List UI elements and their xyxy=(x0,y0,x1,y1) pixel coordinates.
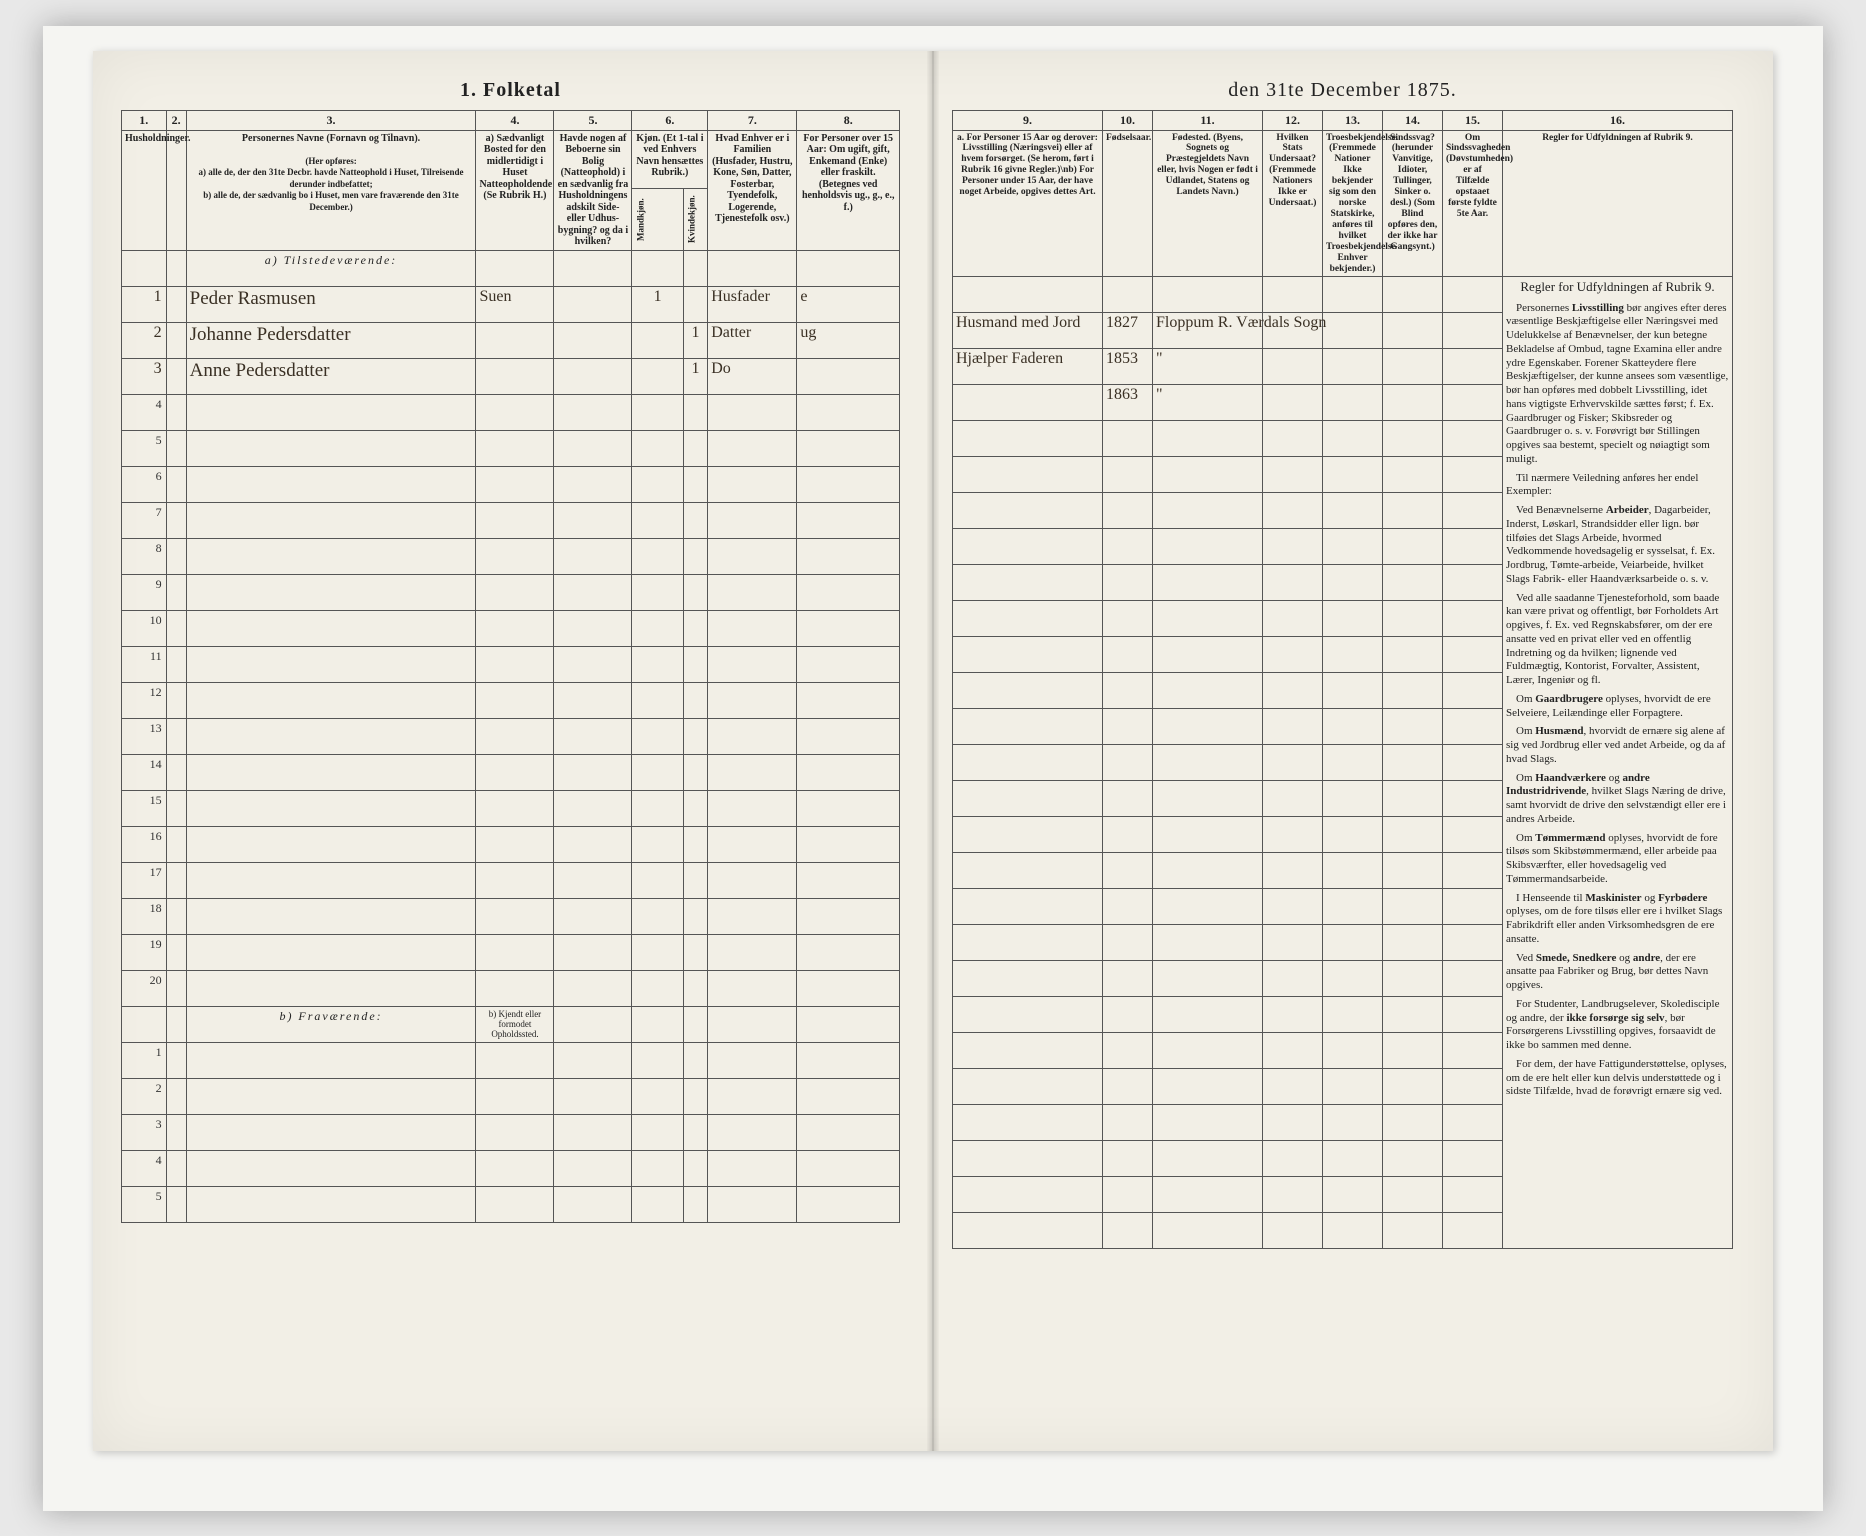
rules-paragraph: Personernes Livsstilling bør angives eft… xyxy=(1506,302,1729,467)
page-title-left: 1. Folketal xyxy=(121,79,900,102)
table-row: 7 xyxy=(122,502,900,538)
rules-paragraph: Ved alle saadanne Tjenesteforhold, som b… xyxy=(1506,592,1729,688)
colnum-13: 13. xyxy=(1323,110,1383,130)
colnum-14: 14. xyxy=(1383,110,1443,130)
head-1: Husholdninger. xyxy=(122,130,167,250)
table-row: a) Tilstedeværende: xyxy=(122,250,900,286)
rules-paragraph: Om Husmænd, hvorvidt de ernære sig alene… xyxy=(1506,725,1729,766)
table-row: 19 xyxy=(122,934,900,970)
table-row: 5 xyxy=(122,1186,900,1222)
table-row: 8 xyxy=(122,538,900,574)
rules-paragraph: Ved Benævnelserne Arbeider, Dagarbeider,… xyxy=(1506,504,1729,587)
head-3-sub: (Her opføres:a) alle de, der den 31te De… xyxy=(199,156,464,212)
colnum-12: 12. xyxy=(1263,110,1323,130)
head-7: Hvad Enhver er i Familien (Husfader, Hus… xyxy=(708,130,797,250)
head-11: Fødested. (Byens, Sognets og Præstegjeld… xyxy=(1153,130,1263,277)
table-row: 1 xyxy=(122,1042,900,1078)
rules-title: Regler for Udfyldningen af Rubrik 9. xyxy=(1506,279,1729,295)
census-table-left: 1. 2. 3. 4. 5. 6. 7. 8. Husholdninger. P… xyxy=(121,110,900,1223)
rules-paragraph: For Studenter, Landbrugselever, Skoledis… xyxy=(1506,998,1729,1053)
head-9: a. For Personer 15 Aar og derover: Livss… xyxy=(953,130,1103,277)
rules-paragraph: Om Tømmermænd oplyses, hvorvidt de fore … xyxy=(1506,832,1729,887)
head-12: Hvilken Stats Undersaat? (Fremmede Natio… xyxy=(1263,130,1323,277)
head-3: Personernes Navne (Fornavn og Tilnavn). … xyxy=(186,130,476,250)
colnum-1: 1. xyxy=(122,110,167,130)
rules-paragraph: Om Haandværkere og andre Industridrivend… xyxy=(1506,772,1729,827)
head-2 xyxy=(166,130,186,250)
head-14: Sindssvag? (herunder Vanvitige, Idioter,… xyxy=(1383,130,1443,277)
title-left-text: 1. Folketal xyxy=(460,79,561,101)
rules-paragraph: Til nærmere Veiledning anføres her endel… xyxy=(1506,472,1729,500)
table-row: 2Johanne Pedersdatter1Datterug xyxy=(122,322,900,358)
left-page: 1. Folketal 1. 2. 3. 4. 5. 6. 7. xyxy=(93,51,924,1451)
table-row: 4 xyxy=(122,1150,900,1186)
rules-paragraph: I Henseende til Maskinister og Fyrbødere… xyxy=(1506,892,1729,947)
table-row: 4 xyxy=(122,394,900,430)
rules-paragraph: For dem, der have Fattigunderstøttelse, … xyxy=(1506,1058,1729,1099)
table-row: 16 xyxy=(122,826,900,862)
colnum-3: 3. xyxy=(186,110,476,130)
head-6k: Kvindekjøn. xyxy=(683,189,708,250)
census-book: 1. Folketal 1. 2. 3. 4. 5. 6. 7. xyxy=(93,51,1773,1451)
table-row: 1Peder RasmusenSuen1Husfadere xyxy=(122,286,900,322)
table-row: 3Anne Pedersdatter1Do xyxy=(122,358,900,394)
colnum-16: 16. xyxy=(1503,110,1733,130)
table-row: 14 xyxy=(122,754,900,790)
page-title-right: den 31te December 1875. xyxy=(952,79,1733,102)
book-spine xyxy=(927,51,939,1451)
right-page: den 31te December 1875. 9. 10. 11. 12. 1… xyxy=(924,51,1773,1451)
table-row: 2 xyxy=(122,1078,900,1114)
scan-frame: 1. Folketal 1. 2. 3. 4. 5. 6. 7. xyxy=(43,26,1823,1511)
colnum-5: 5. xyxy=(554,110,632,130)
colnum-11: 11. xyxy=(1153,110,1263,130)
table-row: 11 xyxy=(122,646,900,682)
head-6: Kjøn. (Et 1-tal i ved Enhvers Navn hensæ… xyxy=(632,130,708,189)
section-absent: b) Fraværende: xyxy=(186,1006,476,1042)
table-row: 3 xyxy=(122,1114,900,1150)
head-10: Fødselsaar. xyxy=(1103,130,1153,277)
table-row: b) Fraværende:b) Kjendt eller formodet O… xyxy=(122,1006,900,1042)
table-row: 13 xyxy=(122,718,900,754)
colnum-15: 15. xyxy=(1443,110,1503,130)
table-row: 6 xyxy=(122,466,900,502)
rules-column: Regler for Udfyldningen af Rubrik 9. Pers… xyxy=(1503,277,1733,1249)
title-right-text: den 31te December 1875. xyxy=(1228,79,1456,101)
table-row: 18 xyxy=(122,898,900,934)
colnum-10: 10. xyxy=(1103,110,1153,130)
rules-paragraph: Ved Smede, Snedkere og andre, der ere an… xyxy=(1506,952,1729,993)
head-4: a) Sædvanligt Bosted for den midlertidig… xyxy=(476,130,554,250)
colnum-9: 9. xyxy=(953,110,1103,130)
colnum-8: 8. xyxy=(797,110,900,130)
table-row: 17 xyxy=(122,862,900,898)
colnum-6: 6. xyxy=(632,110,708,130)
table-row: 5 xyxy=(122,430,900,466)
colnum-7: 7. xyxy=(708,110,797,130)
table-row: 20 xyxy=(122,970,900,1006)
table-row: 15 xyxy=(122,790,900,826)
head-13: Troesbekjendelse. (Fremmede Nationer Ikk… xyxy=(1323,130,1383,277)
head-16: Regler for Udfyldningen af Rubrik 9. xyxy=(1503,130,1733,277)
census-table-right: 9. 10. 11. 12. 13. 14. 15. 16. a. For Pe… xyxy=(952,110,1733,1250)
head-5: Havde nogen af Beboerne sin Bolig (Natte… xyxy=(554,130,632,250)
rules-paragraph: Om Gaardbrugere oplyses, hvorvidt de ere… xyxy=(1506,693,1729,721)
table-row: 9 xyxy=(122,574,900,610)
head-8: For Personer over 15 Aar: Om ugift, gift… xyxy=(797,130,900,250)
section-present: a) Tilstedeværende: xyxy=(186,250,476,286)
colnum-4: 4. xyxy=(476,110,554,130)
head-6m: Mandkjøn. xyxy=(632,189,683,250)
head-15: Om Sindssvagheden (Døvstumheden) er af T… xyxy=(1443,130,1503,277)
table-row: Regler for Udfyldningen af Rubrik 9.Pers… xyxy=(953,277,1733,313)
table-row: 12 xyxy=(122,682,900,718)
table-row: 10 xyxy=(122,610,900,646)
head-3-text: Personernes Navne (Fornavn og Tilnavn). xyxy=(242,133,420,144)
colnum-2: 2. xyxy=(166,110,186,130)
